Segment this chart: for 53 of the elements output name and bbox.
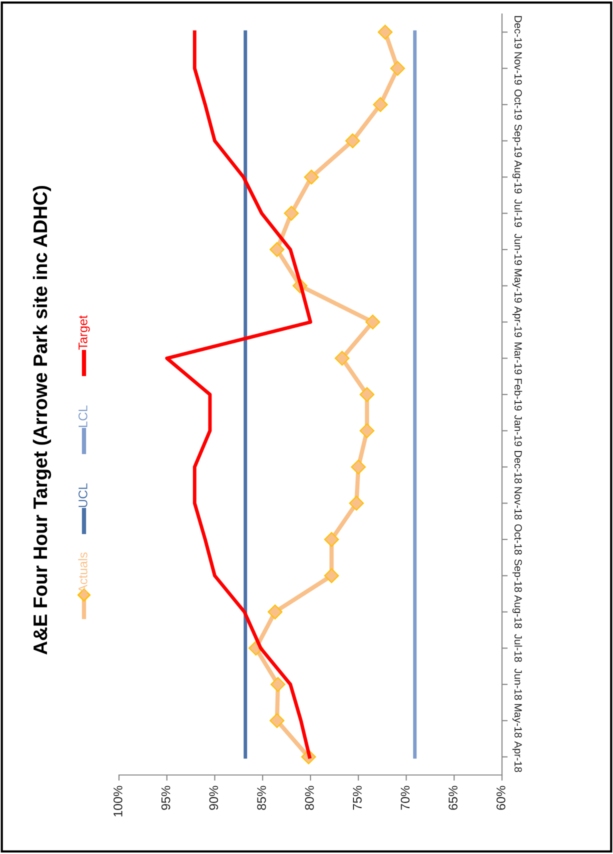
- y-tick-label: Nov-18: [514, 487, 522, 520]
- x-tick-label: 90%: [209, 786, 218, 810]
- text: A&E Four Hour Target (Arrowe Park site inc ADHC): [32, 186, 52, 654]
- x-tick-label: 95%: [161, 786, 170, 810]
- y-tick-label: Apr-18: [512, 741, 522, 772]
- y-tick-label: Jul-19: [514, 199, 522, 227]
- point: [360, 387, 374, 402]
- point: [324, 532, 339, 547]
- y-tick-label: May-18: [512, 704, 522, 738]
- point: [378, 24, 393, 40]
- point: [304, 170, 319, 184]
- text: LCL: [78, 405, 88, 427]
- y-tick-label: Sep-19: [512, 124, 522, 158]
- point: [324, 568, 339, 584]
- y-tick-label: Jan-19: [514, 414, 522, 446]
- y-tick-label: Jun-18: [514, 668, 522, 700]
- y-tick-label: May-19: [512, 269, 522, 303]
- text: Target: [78, 315, 90, 350]
- point: [360, 423, 374, 438]
- x-tick-label: 75%: [352, 786, 362, 810]
- y-tick-label: Aug-18: [512, 595, 522, 628]
- y-tick-label: Apr-19: [512, 306, 522, 338]
- x-tick-label: 85%: [257, 786, 266, 810]
- point: [349, 496, 364, 511]
- y-tick-label: Aug-19: [512, 160, 522, 194]
- point: [350, 460, 366, 474]
- y-tick-label: Sep-18: [512, 559, 522, 592]
- x-tick-label: 60%: [496, 786, 506, 810]
- x-tick-label: 65%: [448, 786, 458, 810]
- point: [270, 713, 284, 728]
- y-tick-label: Mar-19: [514, 342, 522, 374]
- text: UCL: [78, 483, 88, 508]
- point: [390, 60, 406, 76]
- y-tick-label: Oct-18: [514, 524, 522, 555]
- point: [270, 676, 286, 692]
- y-tick-label: Jun-19: [514, 234, 522, 265]
- x-tick-label: 100%: [114, 786, 122, 816]
- point: [334, 350, 350, 366]
- y-tick-label: Dec-18: [514, 451, 522, 484]
- y-tick-label: Dec-19: [514, 16, 522, 48]
- x-tick-label: 80%: [305, 786, 314, 810]
- point: [365, 314, 380, 330]
- y-tick-label: Nov-19: [514, 52, 522, 85]
- y-tick-label: Oct-19: [514, 89, 522, 120]
- text: Actuals: [78, 552, 88, 593]
- point: [284, 206, 299, 221]
- y-tick-label: Feb-19: [514, 378, 522, 411]
- y-tick-label: Jul-18: [514, 634, 522, 662]
- point: [268, 604, 282, 620]
- point: [372, 97, 388, 112]
- point: [345, 133, 360, 148]
- x-tick-label: 70%: [400, 786, 410, 810]
- point: [270, 242, 284, 257]
